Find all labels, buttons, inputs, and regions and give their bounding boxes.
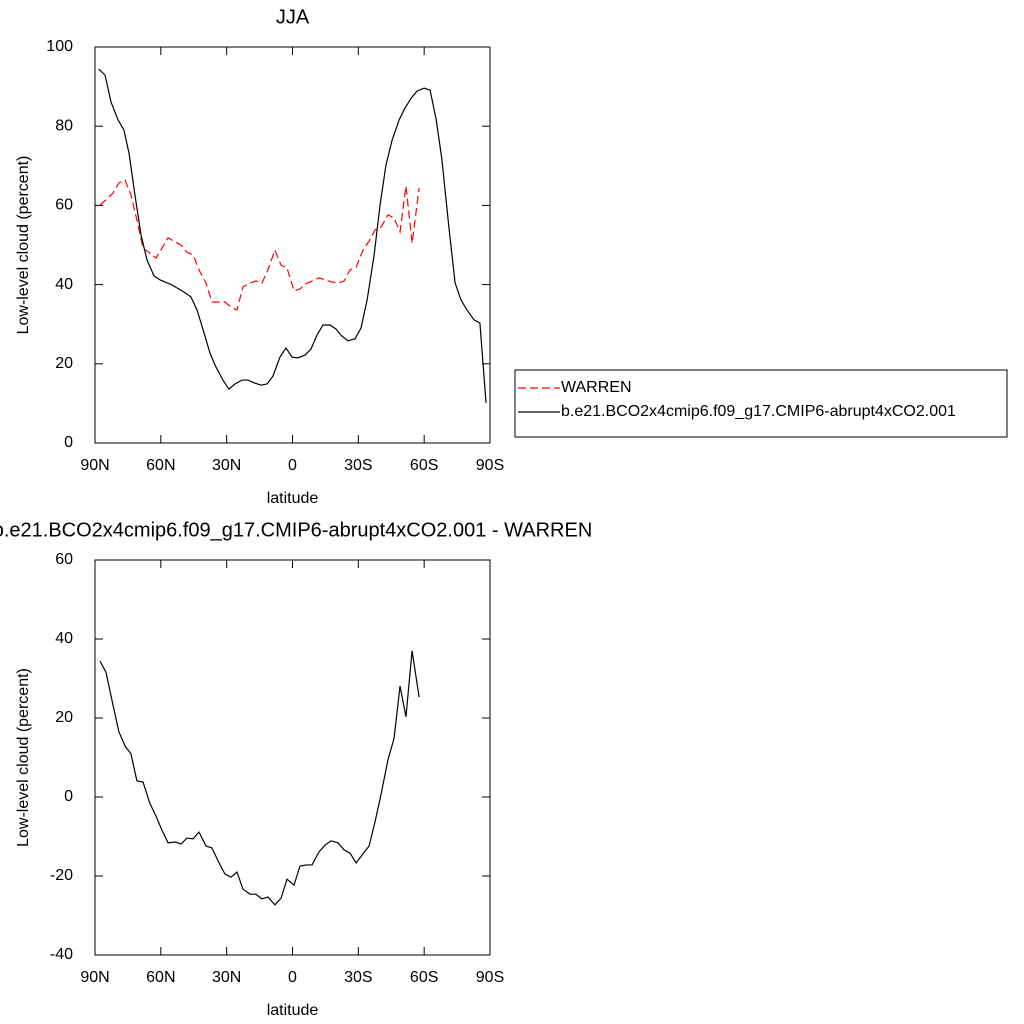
x-axis-label: latitude	[267, 1002, 319, 1019]
x-tick-label: 60N	[146, 969, 175, 986]
legend-label: b.e21.BCO2x4cmip6.f09_g17.CMIP6-abrupt4x…	[561, 403, 956, 420]
x-tick-label: 30S	[344, 969, 372, 986]
plot-frame	[94, 46, 491, 444]
y-tick-label: 80	[55, 117, 73, 134]
chart-title: b.e21.BCO2x4cmip6.f09_g17.CMIP6-abrupt4x…	[0, 519, 592, 541]
series-line	[99, 650, 420, 906]
legend-box	[514, 369, 1008, 438]
y-tick-label: 20	[55, 709, 73, 726]
x-tick-label: 90N	[80, 457, 109, 474]
series-line	[99, 179, 420, 311]
y-tick-label: 0	[64, 788, 73, 805]
x-tick-label: 0	[288, 457, 297, 474]
y-tick-label: 40	[55, 630, 73, 647]
x-tick-label: 30N	[212, 457, 241, 474]
y-tick-label: -40	[50, 946, 73, 963]
x-tick-label: 90N	[80, 969, 109, 986]
y-axis-label: Low-level cloud (percent)	[15, 156, 32, 335]
x-tick-label: 90S	[476, 969, 504, 986]
x-axis-label: latitude	[267, 490, 319, 507]
x-tick-label: 0	[288, 969, 297, 986]
x-tick-label: 60S	[410, 969, 438, 986]
x-tick-label: 30S	[344, 457, 372, 474]
y-tick-label: 20	[55, 355, 73, 372]
x-tick-label: 30N	[212, 969, 241, 986]
plot-frame	[94, 559, 491, 956]
chart-title: JJA	[276, 6, 310, 28]
series-line	[98, 68, 487, 404]
y-tick-label: -20	[50, 867, 73, 884]
y-axis-label: Low-level cloud (percent)	[15, 668, 32, 847]
y-tick-label: 60	[55, 551, 73, 568]
y-tick-label: 60	[55, 197, 73, 214]
y-tick-label: 40	[55, 276, 73, 293]
x-tick-label: 60S	[410, 457, 438, 474]
legend-label: WARREN	[561, 379, 632, 396]
x-tick-label: 90S	[476, 457, 504, 474]
x-tick-label: 60N	[146, 457, 175, 474]
y-tick-label: 0	[64, 434, 73, 451]
y-tick-label: 100	[46, 38, 73, 55]
